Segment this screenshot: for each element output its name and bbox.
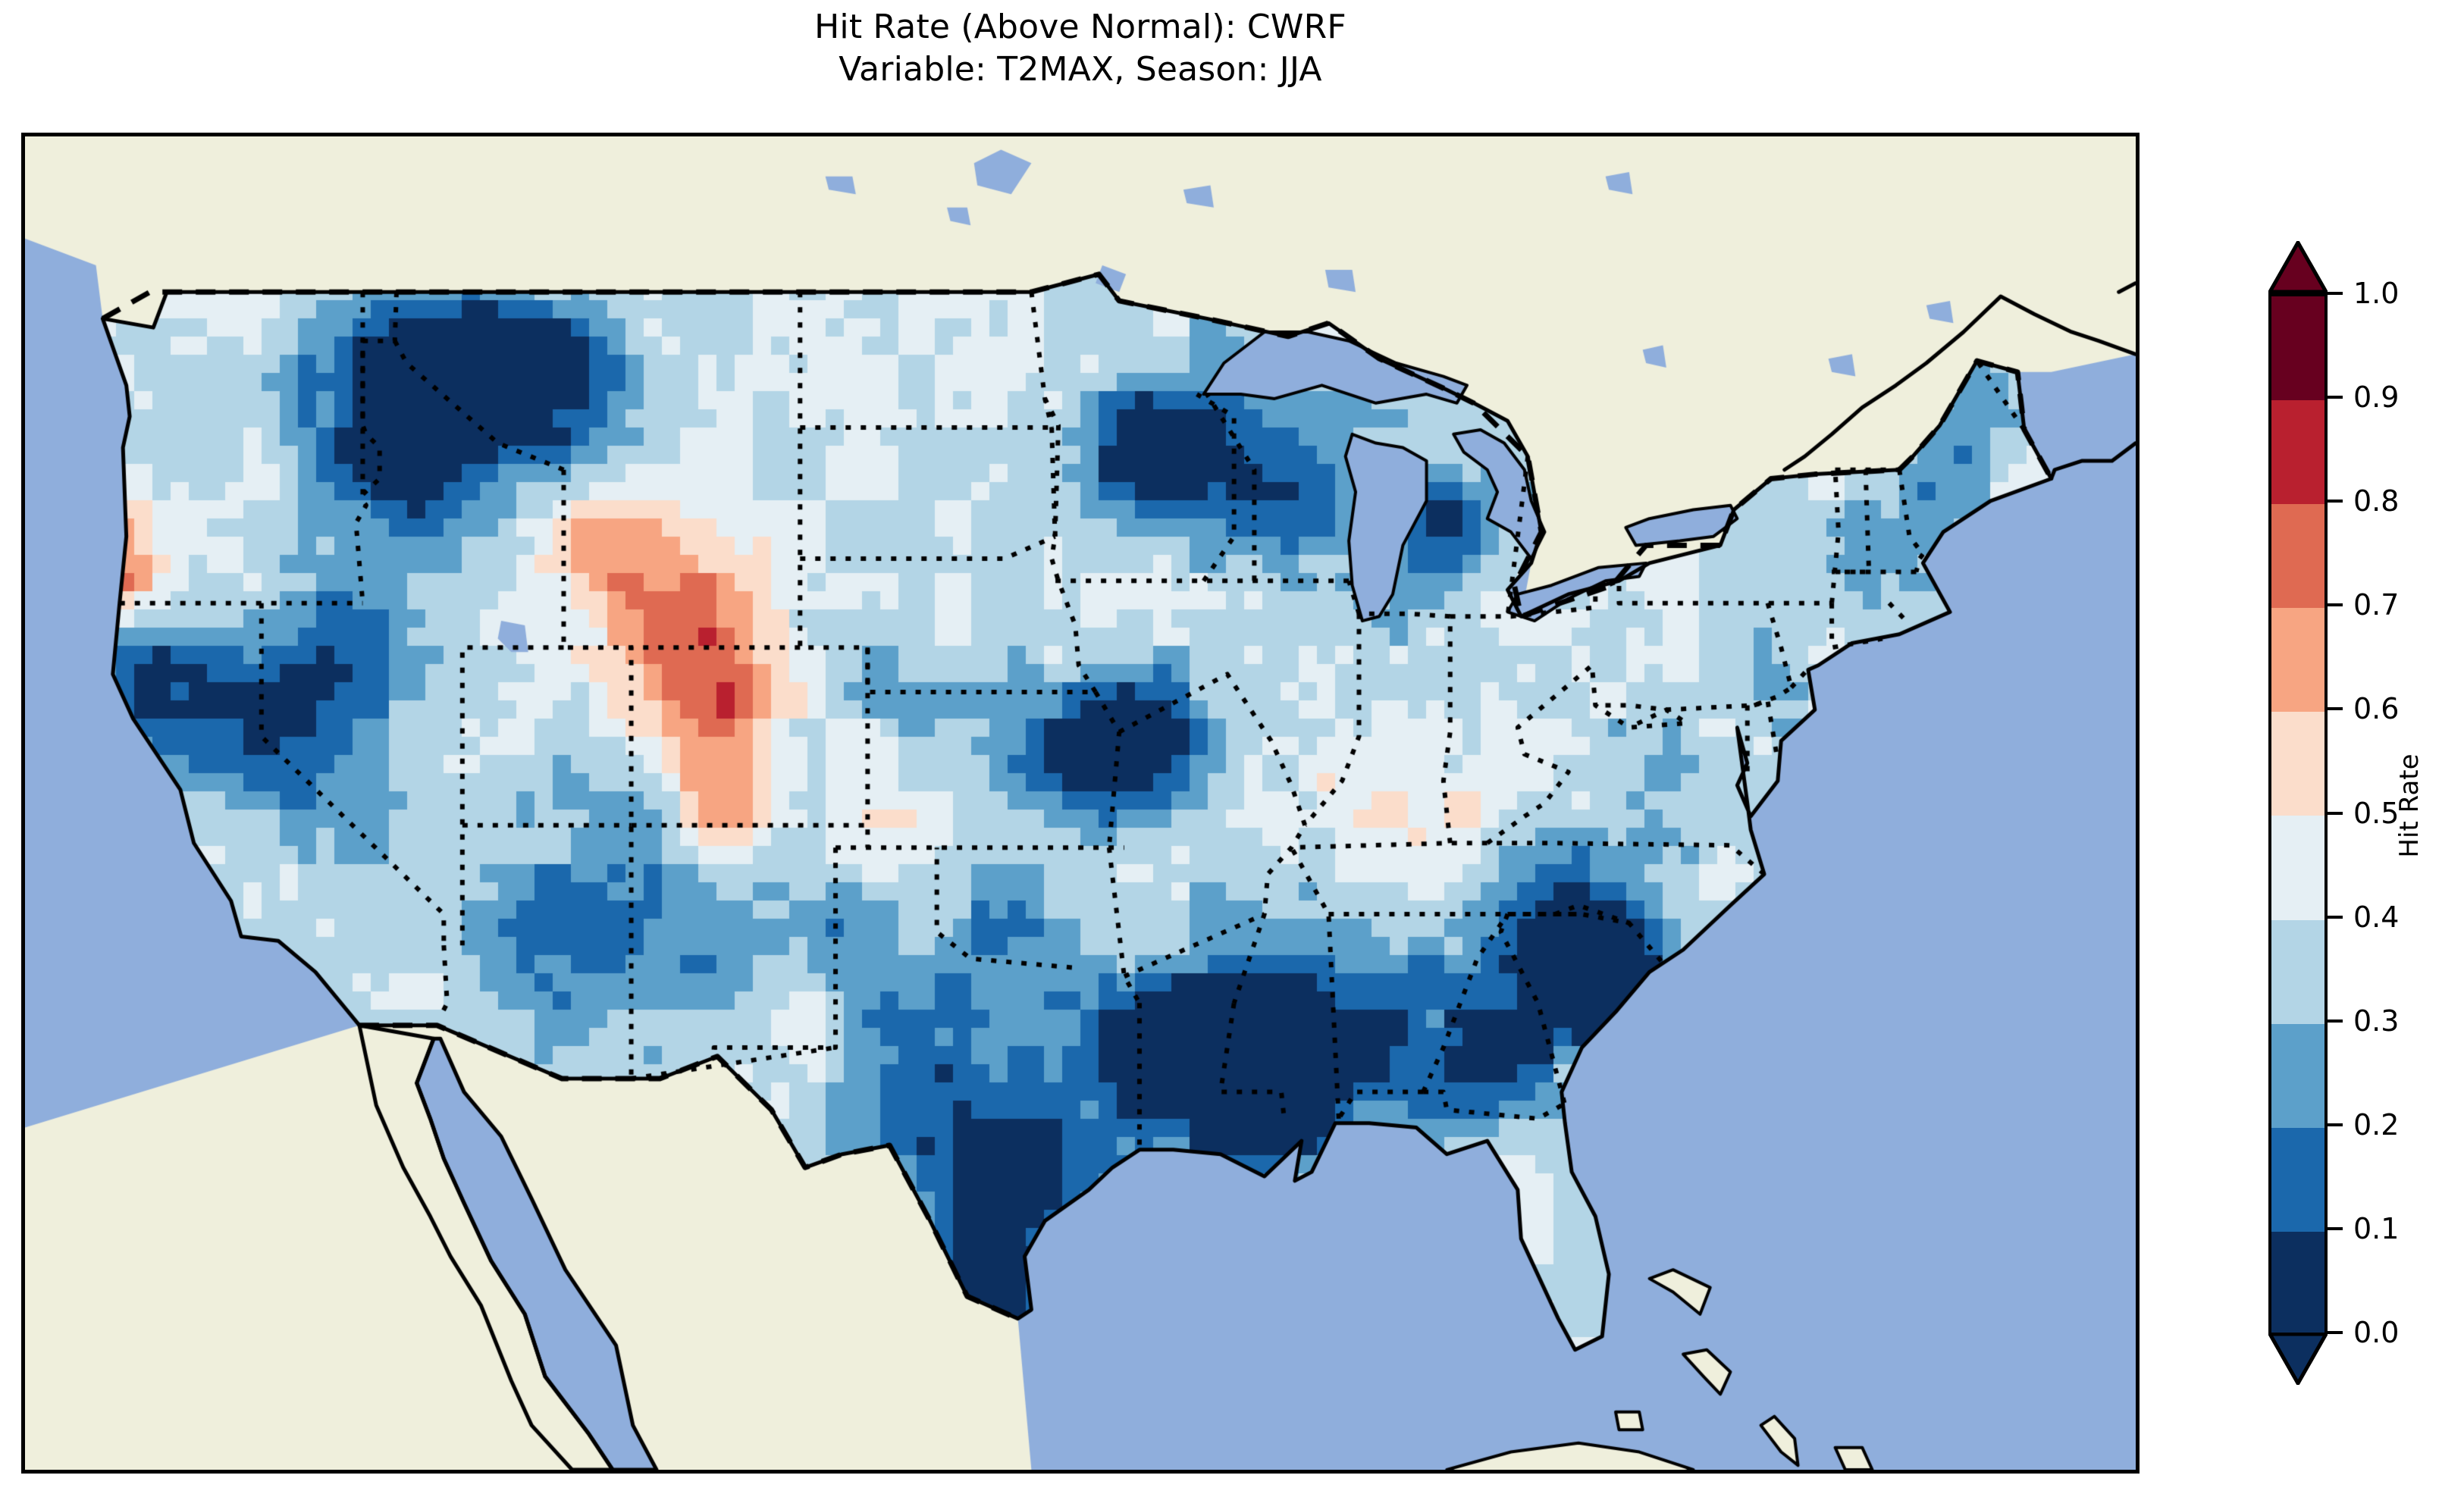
colorbar-tick-mark-7 bbox=[2328, 1019, 2343, 1023]
colorbar-band-6 bbox=[2271, 919, 2324, 1024]
colorbar-bands bbox=[2268, 293, 2328, 1336]
colorbar: 1.0 0.9 0.8 0.7 0.6 0.5 0.4 0.3 0.2 0.1 0.0 Hit Ra… bbox=[2268, 241, 2458, 1385]
figure-title: Hit Rate (Above Normal): CWRF Variable: … bbox=[0, 6, 2161, 92]
colorbar-band-2 bbox=[2271, 504, 2324, 609]
colorbar-band-4 bbox=[2271, 712, 2324, 816]
colorbar-tick-label-3: 0.7 bbox=[2353, 588, 2400, 622]
colorbar-tick-mark-9 bbox=[2328, 1226, 2343, 1230]
colorbar-band-9 bbox=[2271, 1231, 2324, 1336]
colorbar-band-0 bbox=[2271, 296, 2324, 401]
colorbar-tick-mark-2 bbox=[2328, 500, 2343, 503]
colorbar-tick-mark-3 bbox=[2328, 603, 2343, 607]
colorbar-tick-mark-6 bbox=[2328, 915, 2343, 919]
colorbar-tick-label-7: 0.3 bbox=[2353, 1004, 2400, 1038]
colorbar-tick-label-5: 0.5 bbox=[2353, 796, 2400, 830]
colorbar-extend-bottom-arrow bbox=[2268, 1333, 2328, 1385]
colorbar-tick-label-4: 0.6 bbox=[2353, 692, 2400, 726]
hit-rate-heatmap bbox=[25, 136, 2136, 1470]
colorbar-tick-label-9: 0.1 bbox=[2353, 1211, 2400, 1245]
map-panel bbox=[21, 133, 2140, 1474]
title-line-1: Hit Rate (Above Normal): CWRF bbox=[814, 8, 1346, 46]
colorbar-tick-label-1: 0.9 bbox=[2353, 381, 2400, 415]
colorbar-tick-mark-4 bbox=[2328, 707, 2343, 711]
colorbar-tick-mark-5 bbox=[2328, 811, 2343, 815]
colorbar-band-8 bbox=[2271, 1127, 2324, 1232]
colorbar-extend-top-arrow bbox=[2268, 241, 2328, 293]
colorbar-band-1 bbox=[2271, 400, 2324, 505]
colorbar-tick-mark-0 bbox=[2328, 292, 2343, 295]
colorbar-tick-label-10: 0.0 bbox=[2353, 1316, 2400, 1349]
colorbar-band-7 bbox=[2271, 1023, 2324, 1128]
colorbar-axis-label: Hit Rate bbox=[2394, 753, 2425, 858]
colorbar-tick-mark-10 bbox=[2328, 1331, 2343, 1334]
colorbar-tick-mark-8 bbox=[2328, 1123, 2343, 1126]
colorbar-band-3 bbox=[2271, 608, 2324, 713]
colorbar-tick-label-2: 0.8 bbox=[2353, 484, 2400, 518]
colorbar-tick-mark-1 bbox=[2328, 396, 2343, 399]
colorbar-tick-label-6: 0.4 bbox=[2353, 900, 2400, 934]
colorbar-band-5 bbox=[2271, 816, 2324, 920]
title-line-2: Variable: T2MAX, Season: JJA bbox=[839, 50, 1322, 89]
colorbar-tick-label-0: 1.0 bbox=[2353, 277, 2400, 310]
colorbar-tick-label-8: 0.2 bbox=[2353, 1107, 2400, 1142]
